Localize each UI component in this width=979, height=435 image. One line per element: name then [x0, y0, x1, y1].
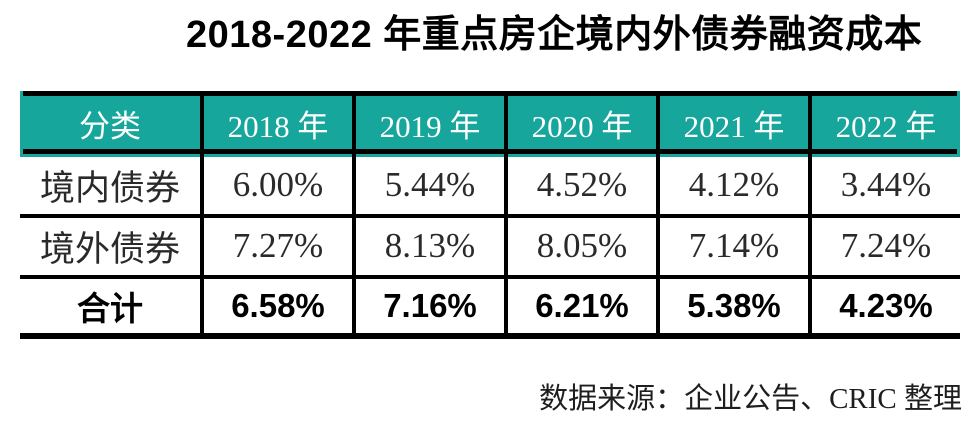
table-row-overseas-bonds: 境外债券 7.27% 8.13% 8.05% 7.14% 7.24% — [20, 217, 960, 279]
header-cell-2019: 2019 年 — [352, 90, 504, 157]
header-cell-category: 分类 — [79, 109, 141, 145]
table-row-domestic-bonds: 境内债券 6.00% 5.44% 4.52% 4.12% 3.44% — [20, 156, 960, 218]
cell-value: 7.24% — [808, 217, 960, 275]
table-header-row: 分类 2018 年 2019 年 2020 年 2021 年 2022 年 — [20, 90, 960, 157]
row-label: 境外债券 — [39, 229, 180, 269]
header-cell-2021: 2021 年 — [656, 90, 808, 157]
financing-cost-figure: 2018-2022 年重点房企境内外债券融资成本 分类 2018 年 2019 … — [0, 14, 979, 435]
cell-value: 8.05% — [504, 217, 656, 275]
cell-value: 6.21% — [504, 278, 656, 333]
header-bottom-border — [23, 148, 957, 154]
cell-value: 5.44% — [352, 156, 504, 214]
cell-value: 4.23% — [808, 278, 960, 333]
row-label: 境内债券 — [39, 168, 180, 208]
cell-value: 4.52% — [504, 156, 656, 214]
cell-value: 3.44% — [808, 156, 960, 214]
page-title: 2018-2022 年重点房企境内外债券融资成本 — [186, 14, 923, 56]
header-cell-2018: 2018 年 — [200, 90, 352, 157]
header-cell-2020: 2020 年 — [504, 90, 656, 157]
source-note: 数据来源：企业公告、CRIC 整理 — [539, 382, 962, 415]
table-row-total: 合计 6.58% 7.16% 6.21% 5.38% 4.23% — [20, 278, 960, 339]
cell-value: 7.16% — [352, 278, 504, 333]
cell-value: 5.38% — [656, 278, 808, 333]
cell-value: 8.13% — [352, 217, 504, 275]
cell-value: 7.27% — [200, 217, 352, 275]
financing-cost-table: 分类 2018 年 2019 年 2020 年 2021 年 2022 年 境内… — [20, 90, 960, 339]
header-top-border — [23, 90, 957, 96]
cell-value: 6.00% — [200, 156, 352, 214]
cell-value: 4.12% — [656, 156, 808, 214]
cell-value: 7.14% — [656, 217, 808, 275]
cell-value: 6.58% — [200, 278, 352, 333]
header-cell-2022: 2022 年 — [808, 90, 960, 157]
row-label: 合计 — [77, 289, 143, 327]
